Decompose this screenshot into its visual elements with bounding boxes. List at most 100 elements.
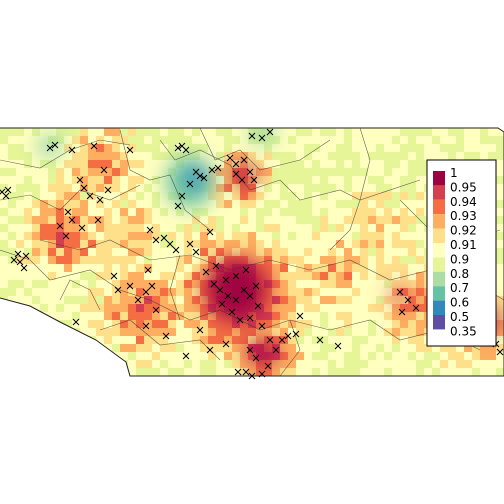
raster-cell [392,320,400,328]
raster-cell [184,224,192,232]
raster-cell [8,264,16,272]
raster-cell [288,200,296,208]
raster-cell [392,216,400,224]
raster-cell [256,224,264,232]
raster-cell [80,160,88,168]
raster-cell [496,184,504,192]
raster-cell [112,336,120,344]
raster-cell [304,128,312,136]
raster-cell [432,352,440,360]
raster-cell [144,176,152,184]
raster-cell [320,272,328,280]
raster-cell [336,256,344,264]
raster-cell [192,224,200,232]
raster-cell [224,360,232,368]
raster-cell [304,160,312,168]
raster-cell [200,296,208,304]
raster-cell [136,200,144,208]
raster-cell [216,208,224,216]
raster-cell [0,232,8,240]
raster-cell [312,152,320,160]
x-marker [214,164,222,172]
raster-cell [208,240,216,248]
raster-cell [40,200,48,208]
raster-cell [120,232,128,240]
raster-cell [376,248,384,256]
raster-cell [80,248,88,256]
raster-cell [408,192,416,200]
raster-cell [192,128,200,136]
raster-cell [152,224,160,232]
raster-cell [64,144,72,152]
raster-cell [48,128,56,136]
raster-cell [360,272,368,280]
x-marker [284,332,292,340]
raster-cell [120,184,128,192]
raster-cell [80,320,88,328]
raster-cell [104,360,112,368]
raster-cell [240,240,248,248]
raster-cell [48,240,56,248]
raster-cell [160,312,168,320]
raster-cell [336,160,344,168]
raster-cell [32,280,40,288]
raster-cell [400,256,408,264]
raster-cell [280,184,288,192]
raster-cell [168,352,176,360]
raster-cell [64,272,72,280]
raster-cell [112,240,120,248]
raster-cell [328,192,336,200]
raster-cell [360,208,368,216]
raster-cell [384,360,392,368]
raster-cell [128,240,136,248]
raster-cell [72,264,80,272]
raster-cell [136,168,144,176]
raster-cell [112,320,120,328]
raster-cell [248,224,256,232]
raster-cell [120,128,128,136]
raster-cell [472,128,480,136]
raster-cell [72,184,80,192]
raster-cell [496,224,504,232]
raster-cell [288,352,296,360]
raster-cell [448,368,456,376]
raster-cell [96,176,104,184]
raster-cell [160,184,168,192]
raster-cell [168,328,176,336]
raster-cell [360,168,368,176]
raster-cell [32,368,40,376]
raster-cell [48,312,56,320]
raster-cell [280,288,288,296]
raster-cell [464,128,472,136]
raster-cell [56,320,64,328]
raster-cell [216,200,224,208]
raster-cell [352,344,360,352]
raster-cell [80,168,88,176]
raster-cell [496,336,504,344]
raster-cell [256,248,264,256]
raster-cell [312,264,320,272]
raster-cell [64,320,72,328]
raster-cell [104,320,112,328]
raster-cell [328,264,336,272]
raster-cell [296,168,304,176]
raster-cell [304,232,312,240]
raster-cell [376,192,384,200]
raster-cell [200,368,208,376]
raster-cell [200,232,208,240]
raster-cell [8,160,16,168]
raster-cell [120,152,128,160]
raster-cell [288,128,296,136]
raster-cell [400,176,408,184]
raster-cell [352,248,360,256]
raster-cell [240,192,248,200]
raster-cell [288,240,296,248]
raster-cell [288,136,296,144]
raster-cell [112,304,120,312]
raster-cell [40,368,48,376]
x-marker [76,176,84,184]
raster-cell [360,304,368,312]
raster-cell [248,200,256,208]
raster-cell [136,152,144,160]
raster-cell [112,192,120,200]
